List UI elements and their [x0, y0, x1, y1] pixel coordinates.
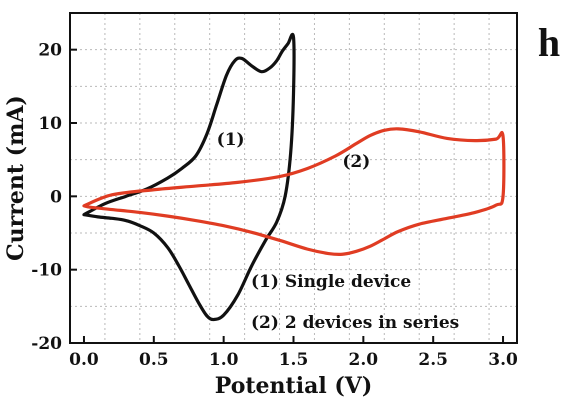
x-tick-label: 0.0 [69, 350, 99, 370]
x-axis-label: Potential (V) [215, 373, 372, 399]
x-tick-label: 2.0 [349, 350, 379, 370]
legend-entry-single-device: (1) Single device [251, 272, 411, 292]
y-tick-label: 10 [38, 114, 62, 134]
x-tick-label: 3.0 [488, 350, 518, 370]
x-tick-label: 2.5 [418, 350, 448, 370]
y-tick-label: 0 [50, 187, 62, 207]
curve-label-2: (2) [342, 152, 370, 172]
y-tick-label: -20 [31, 334, 62, 354]
series-line-single-device [82, 32, 296, 322]
x-tick-label: 0.5 [139, 350, 169, 370]
panel-label: h [538, 20, 560, 65]
y-tick-label: 20 [38, 41, 62, 61]
axis-ticks: 0.0 0.5 1.0 1.5 2.0 2.5 3.0 -20 -10 0 10 20 [31, 41, 518, 370]
series-line-two-devices [82, 127, 506, 257]
y-tick-label: -10 [31, 261, 62, 281]
x-tick-label: 1.5 [279, 350, 309, 370]
curve-label-1: (1) [217, 130, 245, 150]
curve-labels: (1) (2) [217, 130, 371, 172]
x-tick-label: 1.0 [209, 350, 239, 370]
legend-entry-two-devices: (2) 2 devices in series [251, 313, 459, 333]
y-axis-label: Current (mA) [3, 95, 29, 261]
curves [82, 32, 506, 322]
